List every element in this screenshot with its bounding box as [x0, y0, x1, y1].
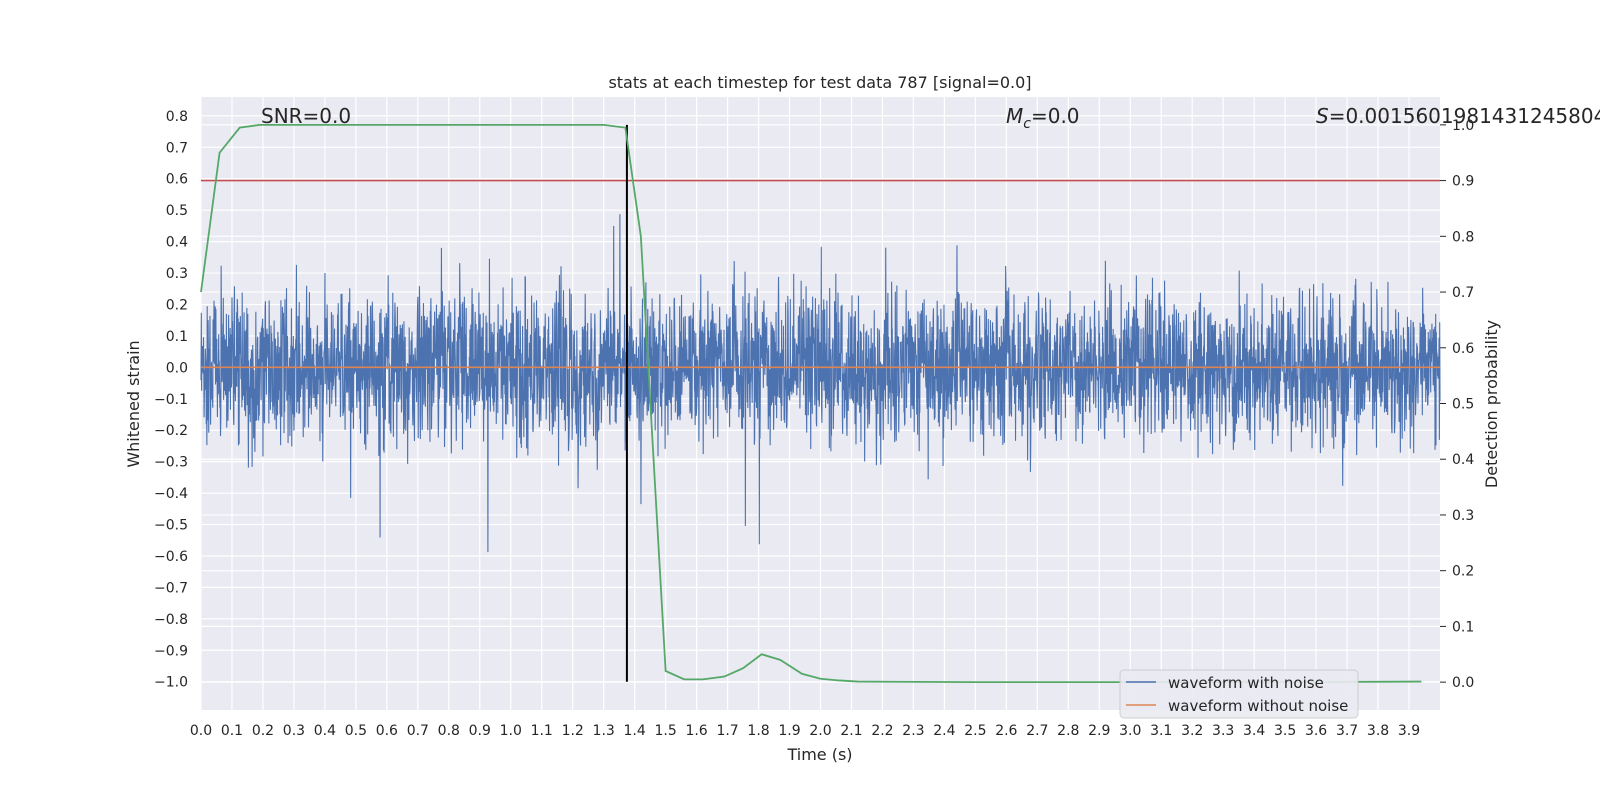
y-tick-label: −0.5 [154, 518, 188, 534]
x-axis-label: Time (s) [786, 745, 852, 764]
legend-label-noise: waveform with noise [1168, 674, 1324, 692]
y2-tick-label: 0.7 [1452, 285, 1474, 301]
y-tick-label: −1.0 [154, 675, 188, 691]
x-tick-label: 0.8 [438, 723, 460, 739]
y-tick-label: 0.8 [166, 109, 188, 125]
x-tick-label: 3.5 [1274, 723, 1296, 739]
x-tick-label: 0.4 [314, 723, 336, 739]
x-tick-label: 3.1 [1150, 723, 1172, 739]
x-tick-label: 3.0 [1119, 723, 1141, 739]
x-tick-label: 2.0 [809, 723, 831, 739]
y-tick-label: 0.2 [166, 297, 188, 313]
tick-labels: 0.0 0.1 0.2 0.3 0.4 0.5 0.6 0.7 0.8 0.9 1.0 1.1 1.2 1… [154, 109, 1474, 739]
x-tick-label: 0.7 [407, 723, 429, 739]
x-tick-label: 1.7 [716, 723, 738, 739]
y2-tick-label: 0.2 [1452, 564, 1474, 580]
y-tick-label: 0.0 [166, 360, 188, 376]
x-tick-label: 3.2 [1181, 723, 1203, 739]
series-lines [200, 123, 1440, 684]
noise-waveform-line [200, 214, 1441, 553]
x-tick-label: 3.4 [1243, 723, 1265, 739]
y-tick-label: −0.3 [154, 455, 188, 471]
x-tick-label: 0.6 [376, 723, 398, 739]
y-tick-label: −0.6 [154, 549, 188, 565]
legend: waveform with noise waveform without noi… [1119, 669, 1359, 719]
x-tick-label: 0.0 [190, 723, 212, 739]
x-tick-label: 2.8 [1057, 723, 1079, 739]
x-tick-label: 1.4 [624, 723, 646, 739]
y-tick-label: −0.9 [154, 643, 188, 659]
x-tick-label: 3.6 [1305, 723, 1327, 739]
x-tick-label: 1.9 [778, 723, 800, 739]
y2-tick-label: 0.1 [1452, 619, 1474, 635]
noise-series [200, 214, 1441, 553]
snr-annotation: SNR=0.0 [261, 104, 351, 128]
legend-label-no-noise: waveform without noise [1168, 697, 1348, 715]
y-tick-label: 0.3 [166, 266, 188, 282]
y2-tick-label: 0.8 [1452, 229, 1474, 245]
x-tick-label: 2.3 [902, 723, 924, 739]
y2-tick-label: 0.0 [1452, 675, 1474, 691]
s-annotation: S=0.0015601981431245804 [1316, 104, 1600, 128]
x-tick-label: 1.1 [531, 723, 553, 739]
legend-box [1119, 669, 1359, 719]
x-tick-label: 1.2 [562, 723, 584, 739]
x-tick-label: 3.8 [1367, 723, 1389, 739]
x-tick-label: 2.7 [1026, 723, 1048, 739]
x-tick-label: 2.9 [1088, 723, 1110, 739]
x-tick-label: 0.1 [221, 723, 243, 739]
x-tick-label: 2.2 [871, 723, 893, 739]
y2-tick-label: 0.6 [1452, 341, 1474, 357]
x-tick-label: 1.8 [747, 723, 769, 739]
y-tick-label: 0.5 [166, 203, 188, 219]
x-tick-label: 2.6 [995, 723, 1017, 739]
y2-axis-label: Detection probability [1482, 320, 1501, 488]
y-tick-label: −0.7 [154, 580, 188, 596]
mc-annotation: Mc=0.0 [1006, 104, 1080, 132]
x-tick-label: 2.5 [964, 723, 986, 739]
x-tick-label: 1.3 [593, 723, 615, 739]
y-tick-label: 0.7 [166, 140, 188, 156]
y-axis-label: Whitened strain [124, 340, 143, 467]
x-tick-label: 3.7 [1336, 723, 1358, 739]
x-tick-label: 1.6 [685, 723, 707, 739]
y-tick-label: −0.2 [154, 423, 188, 439]
y-tick-label: 0.4 [166, 235, 188, 251]
x-tick-label: 1.0 [500, 723, 522, 739]
y-tick-label: 0.1 [166, 329, 188, 345]
x-tick-label: 2.1 [840, 723, 862, 739]
x-tick-label: 0.3 [283, 723, 305, 739]
y-tick-label: −0.8 [154, 612, 188, 628]
y-tick-label: 0.6 [166, 172, 188, 188]
x-tick-label: 0.5 [345, 723, 367, 739]
y-tick-label: −0.4 [154, 486, 188, 502]
y2-tick-label: 0.9 [1452, 174, 1474, 190]
s-value: =0.0015601981431245804 [1329, 104, 1600, 128]
y2-tick-label: 0.4 [1452, 452, 1474, 468]
mc-symbol: M [1006, 104, 1023, 128]
y2-tick-label: 0.3 [1452, 508, 1474, 524]
s-symbol: S [1316, 104, 1329, 128]
x-tick-label: 0.9 [469, 723, 491, 739]
x-tick-label: 3.9 [1398, 723, 1420, 739]
x-tick-label: 1.5 [654, 723, 676, 739]
x-tick-label: 0.2 [252, 723, 274, 739]
chart-title: stats at each timestep for test data 787… [608, 73, 1031, 92]
y-tick-label: −0.1 [154, 392, 188, 408]
grid [200, 97, 1446, 710]
y2-tick-label: 1.0 [1452, 118, 1474, 134]
mc-subscript: c [1023, 116, 1031, 132]
mc-value: =0.0 [1031, 104, 1080, 128]
detection-probability-line [200, 123, 1422, 684]
x-tick-label: 3.3 [1212, 723, 1234, 739]
y2-tick-label: 0.5 [1452, 397, 1474, 413]
x-tick-label: 2.4 [933, 723, 955, 739]
